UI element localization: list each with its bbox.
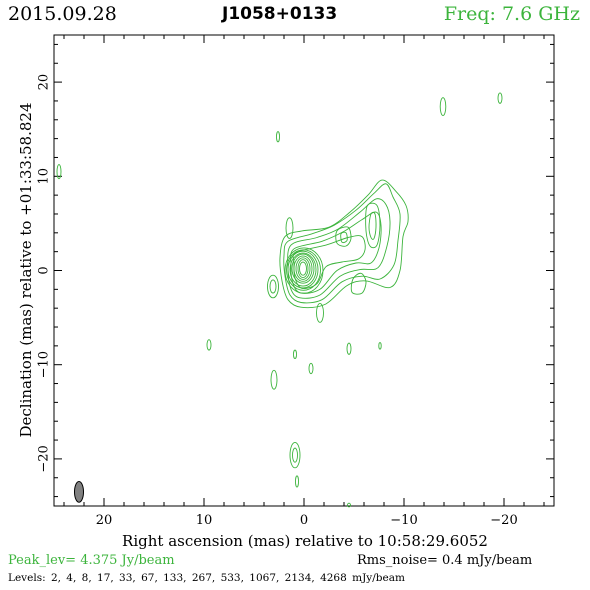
plot-frame bbox=[53, 34, 555, 507]
contour-island bbox=[56, 164, 62, 180]
contour-island bbox=[292, 447, 298, 463]
contour-island bbox=[289, 441, 301, 469]
y-tick-label: −10 bbox=[37, 351, 52, 378]
x-axis-label: Right ascension (mas) relative to 10:58:… bbox=[122, 532, 488, 550]
contour-island bbox=[270, 369, 278, 390]
x-tick-label: 20 bbox=[96, 513, 113, 528]
axis-ticks bbox=[54, 35, 554, 506]
y-tick-label: 10 bbox=[37, 168, 52, 185]
contour-island bbox=[439, 97, 447, 116]
jet-contour bbox=[368, 211, 377, 240]
contour-island bbox=[285, 217, 294, 239]
peak-level: Peak_lev= 4.375 Jy/beam bbox=[8, 553, 175, 568]
rms-noise: Rms_noise= 0.4 mJy/beam bbox=[357, 553, 533, 568]
core-contour bbox=[295, 257, 311, 280]
core-contour bbox=[287, 250, 319, 289]
core-contour bbox=[289, 252, 317, 287]
contour-island bbox=[346, 342, 352, 355]
jet-contour bbox=[287, 198, 391, 299]
core-contour bbox=[299, 261, 307, 276]
contour-island bbox=[276, 131, 280, 143]
contour-island bbox=[497, 92, 503, 104]
contour-levels: Levels: 2, 4, 8, 17, 33, 67, 133, 267, 5… bbox=[8, 572, 405, 584]
jet-contour bbox=[279, 179, 409, 309]
contour-island bbox=[295, 475, 299, 488]
y-tick-label: 20 bbox=[37, 74, 52, 91]
contour-island bbox=[308, 362, 314, 375]
y-axis-label: Declination (mas) relative to +01:33:58.… bbox=[17, 102, 35, 438]
x-tick-label: 0 bbox=[300, 513, 308, 528]
x-tick-label: −10 bbox=[390, 513, 417, 528]
contour-lines bbox=[56, 92, 503, 508]
core-contour bbox=[293, 255, 313, 282]
y-tick-label: 0 bbox=[37, 266, 52, 274]
core-contour bbox=[284, 247, 324, 294]
contour-island bbox=[267, 274, 279, 299]
observation-date: 2015.09.28 bbox=[8, 3, 117, 25]
contour-island bbox=[269, 279, 277, 294]
jet-contour bbox=[340, 231, 348, 244]
contour-island bbox=[316, 303, 324, 323]
frequency-label: Freq: 7.6 GHz bbox=[443, 3, 580, 25]
source-name: J1058+0133 bbox=[222, 4, 338, 24]
contour-island bbox=[206, 339, 212, 351]
restoring-beam bbox=[74, 481, 84, 503]
jet-contour bbox=[350, 272, 367, 295]
contour-island bbox=[347, 502, 351, 508]
jet-contour bbox=[283, 183, 401, 304]
x-tick-label: −20 bbox=[490, 513, 517, 528]
axis-tick-labels: 20 10 0 −10 −20 20 10 0 −10 −20 bbox=[37, 74, 518, 528]
core-contour bbox=[291, 253, 315, 284]
core-contour bbox=[297, 259, 309, 279]
jet-contour bbox=[335, 226, 352, 247]
contour-island bbox=[378, 342, 382, 350]
jet-contour bbox=[365, 202, 381, 249]
contour-island bbox=[293, 349, 297, 360]
beam-ellipse bbox=[74, 481, 84, 503]
y-tick-label: −20 bbox=[37, 445, 52, 472]
x-tick-label: 10 bbox=[196, 513, 213, 528]
core-contour bbox=[286, 249, 321, 291]
